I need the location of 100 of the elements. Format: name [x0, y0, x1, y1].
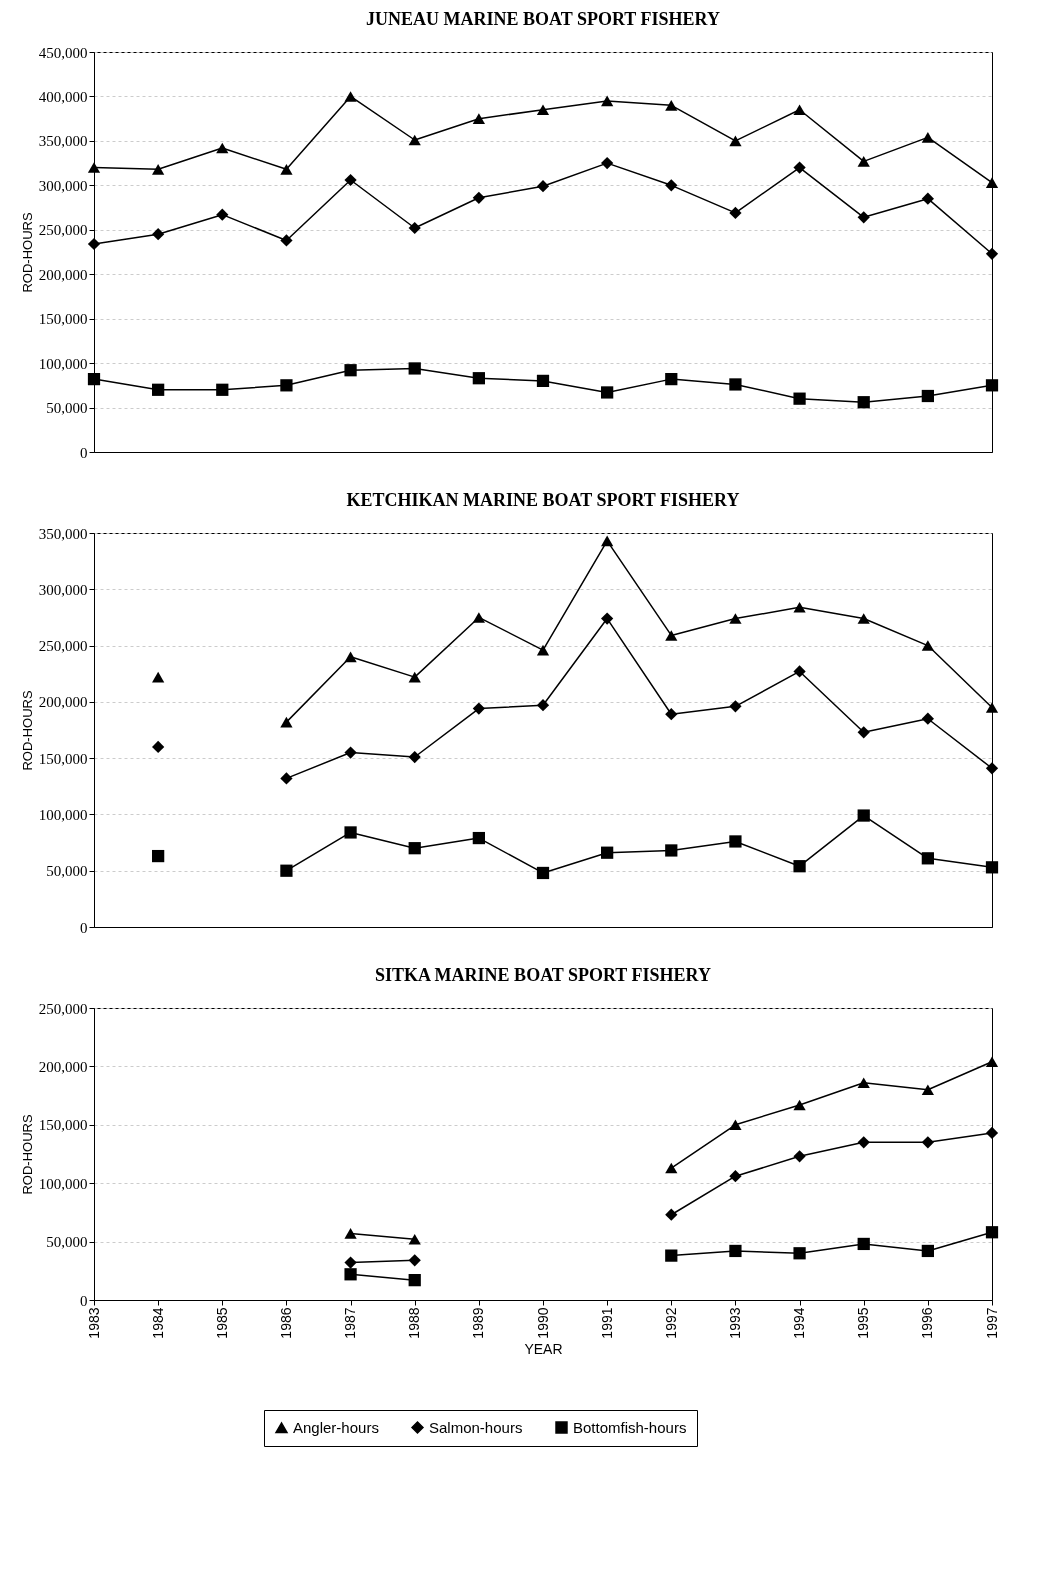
point: [729, 206, 742, 220]
point: [793, 1150, 806, 1163]
point: [985, 1056, 999, 1068]
point: [152, 849, 165, 863]
point: [536, 699, 550, 712]
point: [344, 1268, 357, 1281]
point: [280, 772, 293, 785]
point: [280, 164, 293, 175]
point: [665, 1208, 678, 1221]
point: [344, 1228, 357, 1239]
point: [601, 846, 614, 859]
y-tick-label: 450,000: [38, 44, 88, 61]
point: [793, 104, 806, 116]
y-tick-label: 0: [80, 1292, 88, 1309]
y-tick-label: 250,000: [38, 1000, 88, 1017]
x-tick-label: 1985: [213, 1307, 230, 1339]
point: [344, 364, 357, 377]
point: [665, 1162, 678, 1174]
point: [280, 379, 293, 392]
y-tick-label: 150,000: [38, 1117, 88, 1134]
point: [408, 362, 421, 375]
y-tick-label: 400,000: [38, 88, 88, 105]
point: [601, 535, 614, 547]
point: [985, 177, 999, 188]
y-axis-title: ROD-HOURS: [19, 690, 35, 771]
legend-label: Salmon-hours: [429, 1418, 523, 1436]
point: [729, 835, 742, 848]
x-tick-label: 1986: [277, 1307, 294, 1339]
point: [408, 134, 421, 146]
y-tick-label: 100,000: [38, 806, 88, 823]
point: [408, 1274, 421, 1287]
chart-title: SITKA MARINE BOAT SPORT FISHERY: [375, 965, 711, 985]
point: [665, 372, 678, 386]
point: [87, 372, 101, 386]
point: [793, 665, 806, 678]
point: [216, 208, 229, 221]
point: [536, 866, 550, 880]
point: [793, 601, 806, 613]
x-tick-label: 1991: [598, 1307, 615, 1339]
point: [985, 1226, 999, 1239]
point: [921, 852, 934, 865]
point: [344, 91, 357, 102]
point: [985, 1126, 999, 1140]
point: [921, 132, 934, 143]
x-tick-label: 1994: [791, 1307, 808, 1339]
y-tick-label: 200,000: [38, 694, 88, 711]
point: [152, 164, 165, 175]
point: [408, 221, 421, 235]
point: [729, 1244, 742, 1258]
y-axis-title: ROD-HOURS: [19, 1114, 35, 1195]
y-tick-label: 100,000: [38, 1175, 88, 1192]
point: [665, 630, 678, 641]
y-tick-label: 50,000: [46, 1234, 88, 1251]
point: [152, 228, 165, 241]
x-tick-label: 1993: [726, 1307, 743, 1339]
point: [344, 1256, 357, 1269]
point: [921, 1136, 934, 1149]
point: [665, 708, 678, 721]
y-tick-label: 50,000: [46, 863, 88, 880]
point: [665, 179, 678, 192]
point: [536, 104, 550, 116]
x-tick-label: 1990: [534, 1307, 551, 1339]
point: [87, 237, 101, 251]
point: [857, 726, 870, 739]
point: [985, 247, 999, 260]
point: [408, 1233, 421, 1245]
point: [216, 383, 229, 396]
chart-title: JUNEAU MARINE BOAT SPORT FISHERY: [366, 9, 720, 29]
point: [729, 135, 742, 147]
y-tick-label: 150,000: [38, 311, 88, 328]
point: [280, 234, 293, 247]
point: [857, 1237, 870, 1251]
point: [793, 1099, 806, 1111]
point: [985, 379, 999, 392]
point: [472, 113, 485, 124]
point: [921, 389, 934, 403]
point: [921, 1244, 934, 1258]
point: [472, 702, 485, 715]
point: [857, 1077, 870, 1089]
point: [472, 831, 485, 845]
point: [665, 844, 678, 857]
point: [857, 613, 870, 624]
y-tick-label: 100,000: [38, 355, 88, 372]
point: [536, 180, 550, 193]
x-axis-title: YEAR: [524, 1340, 563, 1357]
legend-label: Angler-hours: [293, 1418, 379, 1436]
x-tick-label: 1992: [662, 1307, 679, 1339]
y-tick-label: 0: [80, 919, 88, 936]
point: [408, 842, 421, 855]
point: [344, 826, 357, 839]
point: [601, 386, 614, 399]
point: [985, 702, 999, 713]
point: [280, 864, 293, 877]
point: [216, 142, 229, 154]
x-tick-label: 1988: [406, 1307, 423, 1339]
x-tick-label: 1989: [470, 1307, 487, 1339]
y-axis-title: ROD-HOURS: [19, 212, 35, 293]
point: [985, 861, 999, 874]
y-tick-label: 150,000: [38, 750, 88, 767]
point: [408, 750, 421, 764]
